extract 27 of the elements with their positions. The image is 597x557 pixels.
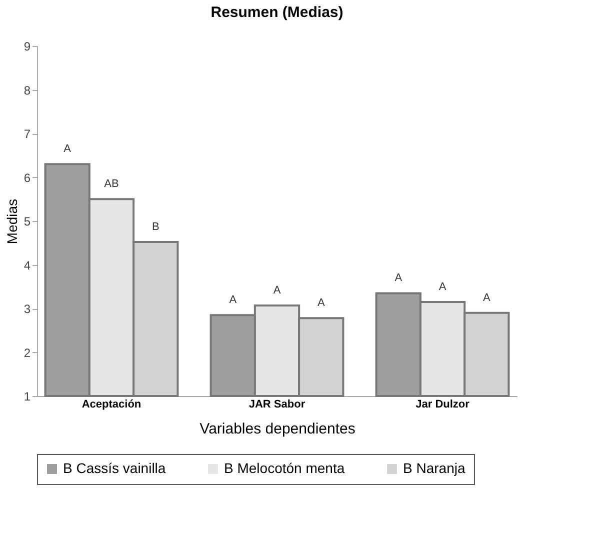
data-label: A bbox=[438, 280, 447, 293]
data-label: A bbox=[229, 294, 238, 306]
data-label: A bbox=[394, 272, 403, 284]
y-tick-label: 2 bbox=[24, 346, 31, 360]
x-tick-label: Jar Dulzor bbox=[416, 398, 470, 410]
data-label: A bbox=[273, 284, 282, 296]
data-label: A bbox=[64, 143, 72, 156]
data-label: AB bbox=[104, 178, 119, 190]
x-axis-title: Variables dependientes bbox=[200, 420, 356, 438]
y-axis-title: Medias bbox=[4, 198, 20, 244]
data-label: A bbox=[482, 292, 491, 304]
y-tick-label: 9 bbox=[24, 40, 31, 54]
data-label: A bbox=[317, 297, 326, 310]
data-label: B bbox=[152, 221, 160, 233]
y-tick-label: 6 bbox=[24, 170, 31, 185]
legend-label: B Naranja bbox=[403, 460, 466, 476]
y-tick-label: 1 bbox=[24, 390, 31, 404]
legend-label: B Melocotón menta bbox=[224, 460, 345, 476]
x-tick-label: JAR Sabor bbox=[248, 398, 306, 410]
chart-title: Resumen (Medias) bbox=[210, 4, 344, 21]
legend-label: B Cassís vainilla bbox=[63, 460, 166, 476]
y-tick-label: 3 bbox=[24, 302, 31, 316]
x-tick-label: Aceptación bbox=[82, 398, 142, 410]
y-tick-label: 4 bbox=[24, 258, 31, 272]
y-tick-label: 5 bbox=[24, 214, 31, 228]
y-tick-label: 7 bbox=[24, 127, 31, 141]
y-tick-label: 8 bbox=[24, 83, 31, 98]
